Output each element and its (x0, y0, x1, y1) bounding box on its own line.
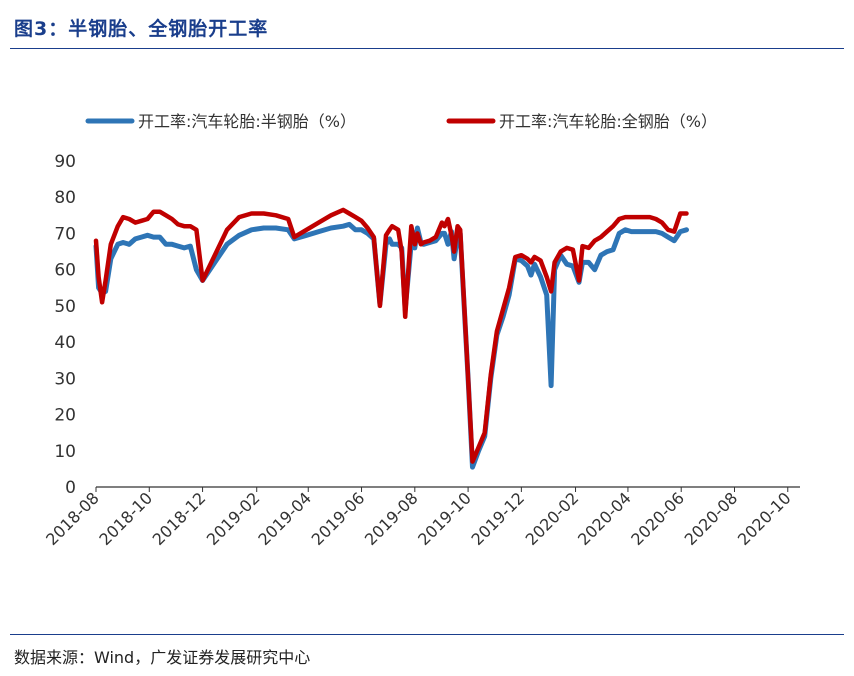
x-tick-label: 2019-12 (467, 488, 528, 549)
series-line-semi-steel (93, 221, 689, 470)
legend-label: 开工率:汽车轮胎:半钢胎（%） (138, 112, 356, 131)
x-tick-label: 2018-10 (95, 488, 156, 549)
figure-title: 图3：半钢胎、全钢胎开工率 (14, 18, 269, 40)
source-note: 数据来源：Wind，广发证券发展研究中心 (14, 648, 311, 667)
x-tick-label: 2019-10 (414, 488, 475, 549)
y-tick-label: 0 (65, 478, 76, 498)
x-tick-label: 2019-08 (361, 488, 422, 549)
title-divider (10, 48, 844, 49)
series-line-all-steel (93, 207, 689, 464)
y-tick-label: 30 (54, 369, 76, 389)
y-tick-label: 40 (54, 333, 76, 353)
x-tick-label: 2020-04 (574, 488, 635, 549)
x-tick-label: 2019-04 (254, 488, 315, 549)
source-divider (10, 634, 844, 635)
line-chart: 01020304050607080902018-082018-102018-12… (42, 112, 800, 549)
y-tick-label: 10 (54, 442, 76, 462)
y-tick-label: 50 (54, 297, 76, 317)
x-tick-label: 2020-08 (681, 488, 742, 549)
y-tick-label: 80 (54, 188, 76, 208)
x-tick-label: 2020-10 (734, 488, 795, 549)
y-tick-label: 60 (54, 261, 76, 281)
x-tick-label: 2020-02 (522, 488, 583, 549)
x-tick-label: 2019-06 (308, 488, 369, 549)
x-tick-label: 2019-02 (203, 488, 264, 549)
y-tick-label: 90 (54, 152, 76, 172)
x-tick-label: 2018-12 (149, 488, 210, 549)
legend-label: 开工率:汽车轮胎:全钢胎（%） (499, 112, 717, 131)
y-tick-label: 70 (54, 224, 76, 244)
y-tick-label: 20 (54, 406, 76, 426)
x-tick-label: 2020-06 (627, 488, 688, 549)
